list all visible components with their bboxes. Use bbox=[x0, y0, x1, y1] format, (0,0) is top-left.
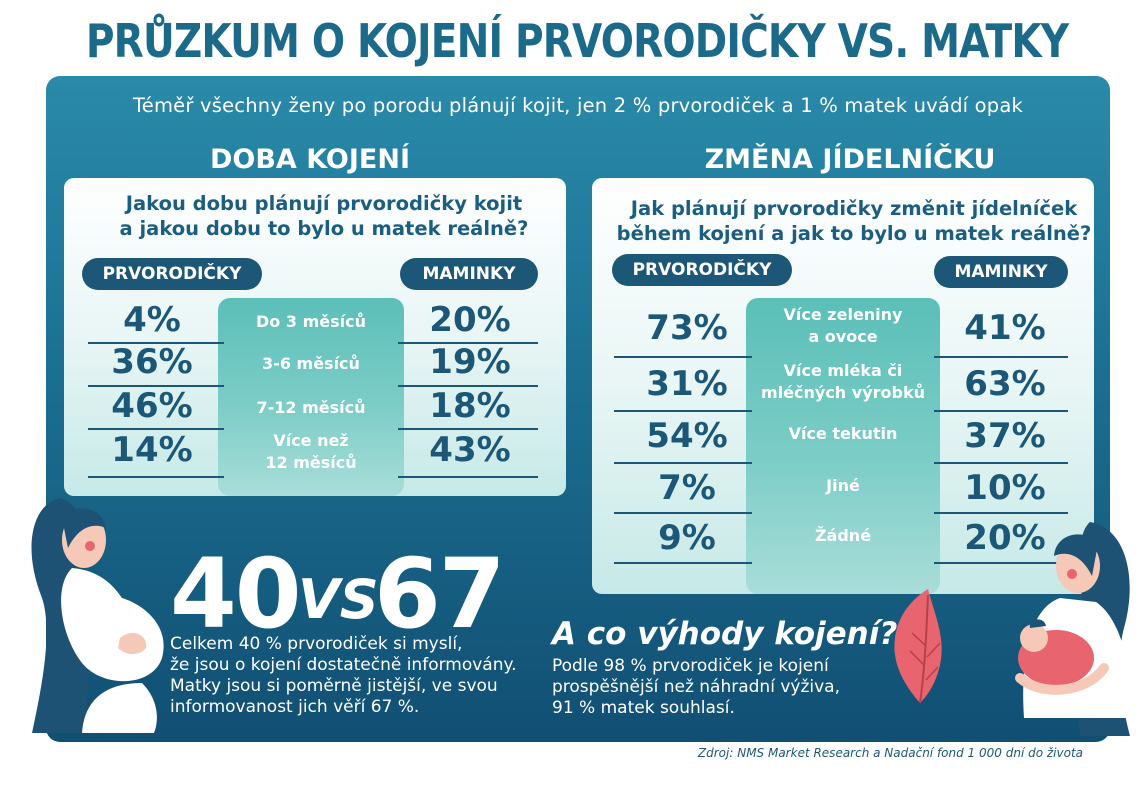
category-label: Více než 12 měsíců bbox=[265, 431, 357, 472]
section-title-duration: DOBA KOJENÍ bbox=[209, 144, 411, 175]
category-label: 3-6 měsíců bbox=[262, 354, 360, 373]
value-prvorodicky: 31% bbox=[646, 364, 728, 404]
category-label: Žádné bbox=[814, 526, 872, 545]
diet-category-band bbox=[746, 298, 940, 594]
source-note: Zdroj: NMS Market Research a Nadační fon… bbox=[697, 746, 1083, 760]
value-maminky: 43% bbox=[429, 430, 511, 470]
row-separator bbox=[398, 476, 538, 478]
row-separator bbox=[934, 562, 1068, 564]
pregnant-woman-illustration bbox=[31, 498, 164, 733]
category-label: Více zeleniny a ovoce bbox=[783, 305, 903, 346]
diet-question: Jak plánují prvorodičky změnit jídelníče… bbox=[616, 197, 1092, 245]
value-prvorodicky: 7% bbox=[658, 468, 716, 508]
leaf-illustration bbox=[894, 589, 942, 704]
row-separator bbox=[614, 356, 752, 358]
row-separator bbox=[614, 462, 752, 464]
section-title-diet: ZMĚNA JÍDELNÍČKU bbox=[704, 144, 996, 175]
row-separator bbox=[934, 512, 1068, 514]
informed-right-number: 67 bbox=[374, 538, 506, 650]
row-separator bbox=[934, 356, 1068, 358]
value-maminky: 10% bbox=[964, 468, 1046, 508]
row-separator bbox=[88, 342, 224, 344]
row-separator bbox=[934, 462, 1068, 464]
duration-pill-maminky: MAMINKY bbox=[400, 258, 538, 290]
value-maminky: 20% bbox=[964, 518, 1046, 558]
value-maminky: 37% bbox=[964, 416, 1046, 456]
page-title: PRŮZKUM O KOJENÍ PRVORODIČKY VS. MATKY bbox=[85, 14, 1069, 68]
duration-category-band bbox=[218, 298, 404, 496]
row-separator bbox=[934, 410, 1068, 412]
row-separator bbox=[88, 476, 224, 478]
row-separator bbox=[614, 512, 752, 514]
diet-pill-prvorodicky: PRVORODIČKY bbox=[612, 254, 792, 286]
value-prvorodicky: 36% bbox=[111, 342, 193, 382]
category-label: Do 3 měsíců bbox=[256, 312, 366, 331]
row-separator bbox=[614, 562, 752, 564]
category-label: Jiné bbox=[826, 476, 860, 495]
benefits-title: A co výhody kojení? bbox=[552, 616, 898, 652]
informed-left-number: 40 bbox=[170, 538, 302, 650]
diet-pill-maminky: MAMINKY bbox=[934, 256, 1068, 288]
value-prvorodicky: 9% bbox=[658, 518, 716, 558]
category-label: Více tekutin bbox=[788, 424, 898, 443]
intro-text: Téměř všechny ženy po porodu plánují koj… bbox=[132, 94, 1024, 117]
value-prvorodicky: 73% bbox=[646, 308, 728, 348]
benefits-text: Podle 98 % prvorodiček je kojení prospěš… bbox=[552, 656, 840, 718]
row-separator bbox=[398, 385, 538, 387]
mother-with-baby-illustration bbox=[1015, 522, 1131, 736]
value-maminky: 20% bbox=[429, 300, 511, 340]
duration-question: Jakou dobu plánují prvorodičky kojit a j… bbox=[119, 192, 529, 240]
value-maminky: 19% bbox=[429, 342, 511, 382]
row-separator bbox=[614, 410, 752, 412]
row-separator bbox=[398, 428, 538, 430]
value-prvorodicky: 54% bbox=[646, 416, 728, 456]
category-label: Více mléka či mléčných výrobků bbox=[761, 361, 925, 402]
informed-vs: VS bbox=[298, 568, 379, 631]
duration-pill-prvorodicky: PRVORODIČKY bbox=[82, 258, 262, 290]
value-prvorodicky: 46% bbox=[111, 386, 193, 426]
value-prvorodicky: 4% bbox=[123, 300, 181, 340]
row-separator bbox=[398, 342, 538, 344]
row-separator bbox=[88, 385, 224, 387]
value-maminky: 63% bbox=[964, 364, 1046, 404]
row-separator bbox=[88, 428, 224, 430]
value-maminky: 18% bbox=[429, 386, 511, 426]
value-prvorodicky: 14% bbox=[111, 430, 193, 470]
informed-text: Celkem 40 % prvorodiček si myslí, že jso… bbox=[170, 634, 517, 717]
value-maminky: 41% bbox=[964, 308, 1046, 348]
category-label: 7-12 měsíců bbox=[256, 398, 366, 417]
